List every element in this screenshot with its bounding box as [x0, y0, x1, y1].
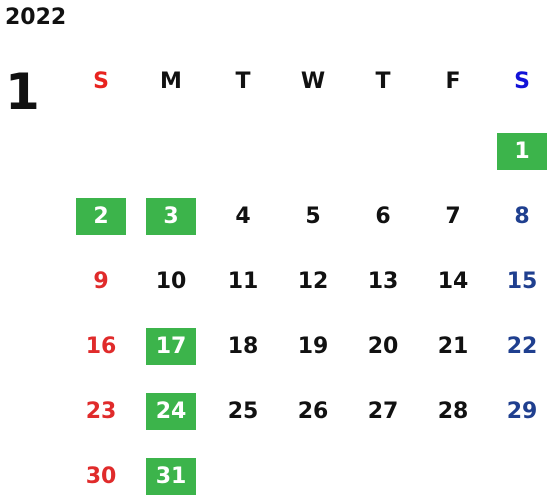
- day-20: 20: [367, 333, 399, 359]
- day-8: 8: [514, 203, 530, 229]
- year-label: 2022: [5, 5, 67, 30]
- day-11: 11: [227, 268, 259, 294]
- weekday-thu: T: [375, 68, 391, 94]
- day-30: 30: [85, 463, 117, 489]
- day-2: 2: [76, 197, 126, 235]
- day-17: 17: [146, 327, 196, 365]
- weekday-sun: S: [93, 68, 109, 94]
- day-13: 13: [367, 268, 399, 294]
- day-24: 24: [146, 392, 196, 430]
- day-16: 16: [85, 333, 117, 359]
- day-15: 15: [506, 268, 538, 294]
- day-18: 18: [227, 333, 259, 359]
- day-25: 25: [227, 398, 259, 424]
- day-7: 7: [445, 203, 461, 229]
- day-29: 29: [506, 398, 538, 424]
- day-21: 21: [437, 333, 469, 359]
- weekday-mon: M: [160, 68, 182, 94]
- month-number: 1: [5, 63, 40, 121]
- day-22: 22: [506, 333, 538, 359]
- day-5: 5: [305, 203, 321, 229]
- day-12: 12: [297, 268, 329, 294]
- day-10: 10: [155, 268, 187, 294]
- weekday-sat: S: [514, 68, 530, 94]
- day-19: 19: [297, 333, 329, 359]
- weekday-fri: F: [445, 68, 461, 94]
- weekday-tue: T: [235, 68, 251, 94]
- day-27: 27: [367, 398, 399, 424]
- day-9: 9: [93, 268, 109, 294]
- day-31: 31: [146, 457, 196, 495]
- day-26: 26: [297, 398, 329, 424]
- day-1: 1: [497, 132, 547, 170]
- weekday-wed: W: [300, 68, 326, 94]
- day-4: 4: [235, 203, 251, 229]
- day-23: 23: [85, 398, 117, 424]
- day-6: 6: [375, 203, 391, 229]
- day-3: 3: [146, 197, 196, 235]
- day-14: 14: [437, 268, 469, 294]
- day-28: 28: [437, 398, 469, 424]
